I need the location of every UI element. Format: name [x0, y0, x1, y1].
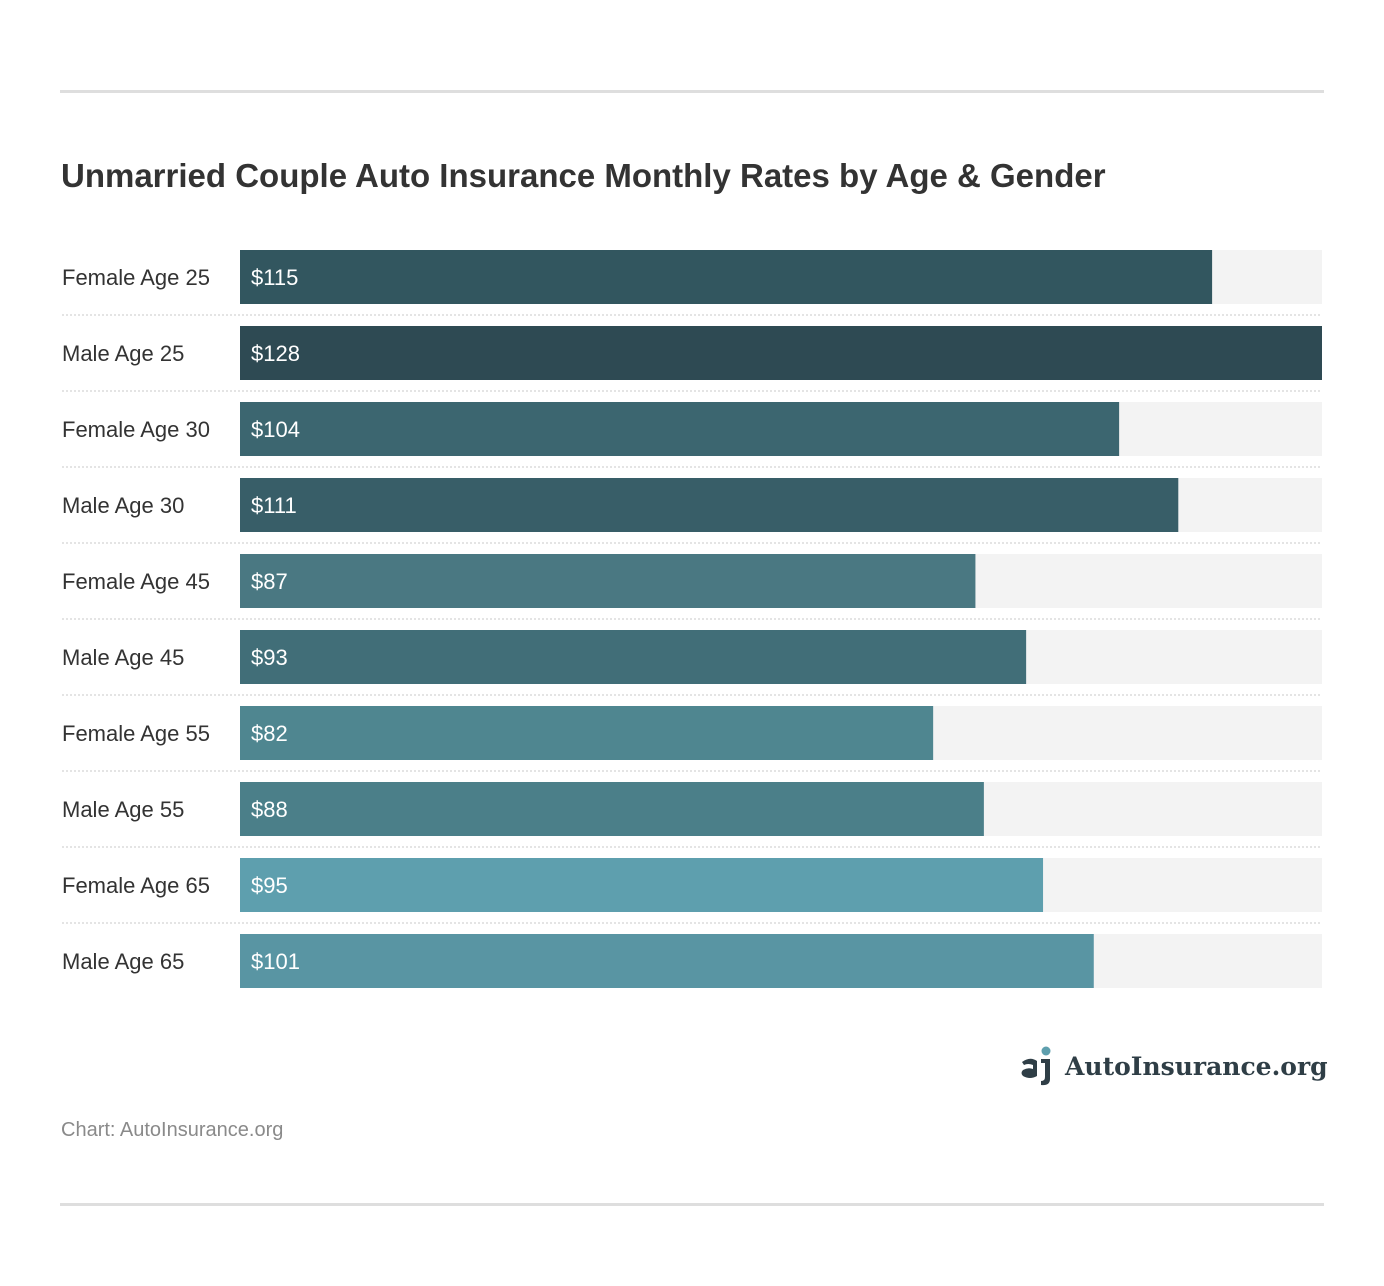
category-label: Female Age 45 [62, 569, 210, 594]
category-label: Male Age 25 [62, 341, 184, 366]
category-label: Male Age 55 [62, 797, 184, 822]
bar-value-label: $111 [251, 493, 297, 518]
category-label: Female Age 55 [62, 721, 210, 746]
logo-text: AutoInsurance.org [1065, 1051, 1328, 1081]
category-label: Female Age 65 [62, 873, 210, 898]
bar [240, 934, 1094, 988]
category-label: Male Age 45 [62, 645, 184, 670]
bar-value-label: $82 [251, 721, 288, 746]
bar [240, 250, 1213, 304]
bottom-divider [60, 1203, 1324, 1206]
bar [240, 706, 934, 760]
category-label: Male Age 30 [62, 493, 184, 518]
top-divider [60, 90, 1324, 93]
bar-value-label: $87 [251, 569, 288, 594]
bar-value-label: $88 [251, 797, 288, 822]
bar [240, 402, 1120, 456]
bar-value-label: $115 [251, 265, 298, 290]
bar-value-label: $101 [251, 949, 300, 974]
bar [240, 554, 976, 608]
category-label: Male Age 65 [62, 949, 184, 974]
bar-value-label: $128 [251, 341, 300, 366]
logo: AutoInsurance.org [1020, 1046, 1328, 1086]
bar [240, 326, 1322, 380]
bar [240, 782, 984, 836]
chart-title: Unmarried Couple Auto Insurance Monthly … [61, 157, 1106, 194]
autoinsurance-logo-icon [1021, 1046, 1051, 1086]
chart-credit: Chart: AutoInsurance.org [61, 1119, 284, 1141]
bar [240, 630, 1027, 684]
bar [240, 858, 1044, 912]
bar-value-label: $95 [251, 873, 288, 898]
bar-value-label: $93 [251, 645, 288, 670]
bar [240, 478, 1179, 532]
category-label: Female Age 25 [62, 265, 210, 290]
category-label: Female Age 30 [62, 417, 210, 442]
bar-value-label: $104 [251, 417, 300, 442]
